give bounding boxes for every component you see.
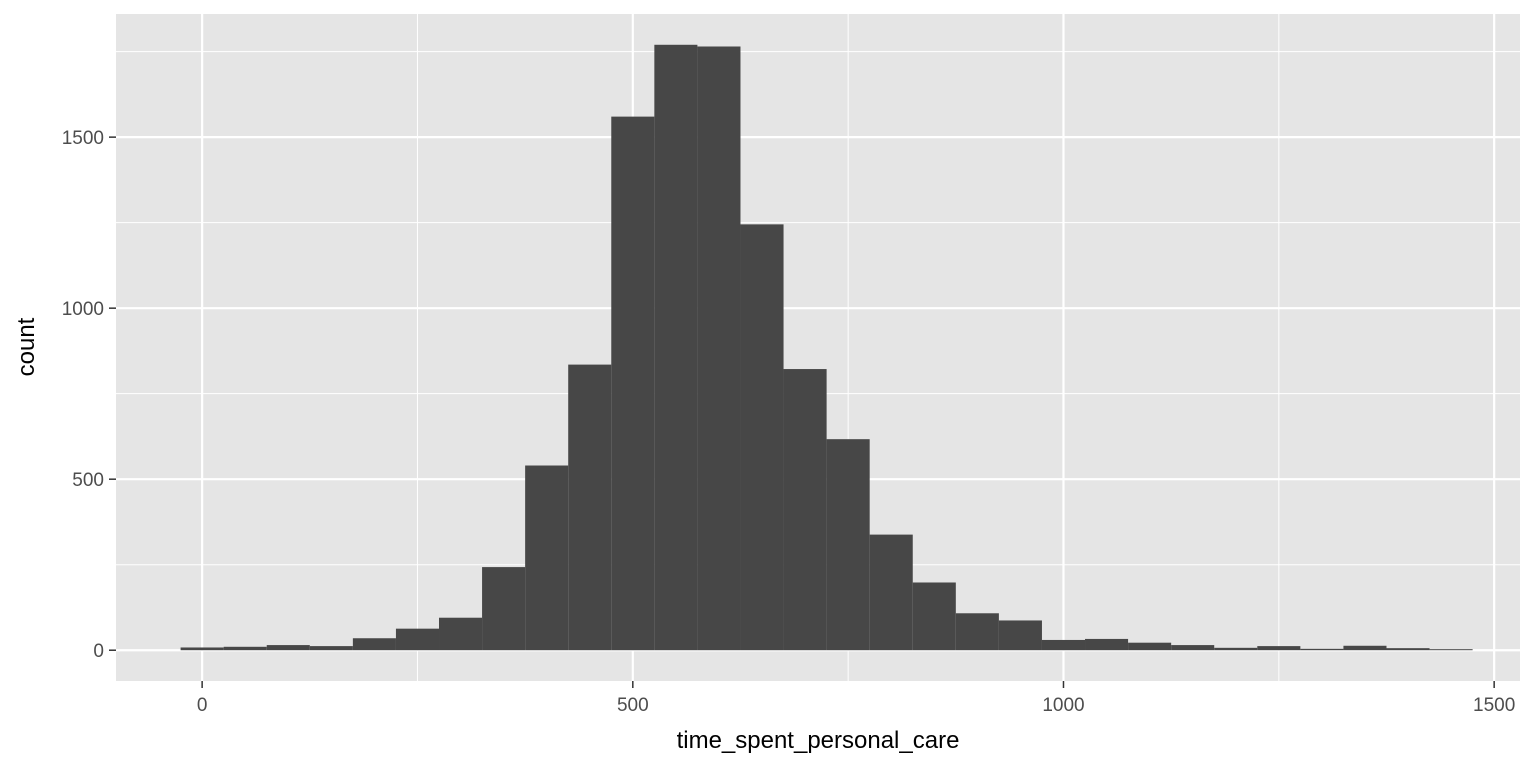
- histogram-bar: [611, 116, 655, 651]
- histogram-bar: [1300, 648, 1344, 651]
- histogram-bar: [783, 369, 827, 651]
- histogram-bar: [180, 647, 224, 651]
- y-tick-label: 500: [72, 470, 104, 491]
- x-tick-label: 1500: [1473, 695, 1515, 716]
- y-tick-label: 0: [93, 641, 104, 662]
- histogram-bar: [912, 582, 956, 651]
- histogram-bar: [266, 645, 310, 651]
- histogram-bar: [223, 646, 267, 651]
- histogram-bars: [180, 44, 1473, 651]
- histogram-bar: [654, 44, 698, 651]
- x-tick-label: 0: [197, 695, 208, 716]
- histogram-bar: [869, 534, 913, 651]
- x-tick-label: 1000: [1042, 695, 1084, 716]
- histogram-bar: [482, 567, 526, 651]
- histogram-bar: [309, 646, 353, 651]
- histogram-bar: [1085, 638, 1129, 651]
- histogram-bar: [568, 364, 612, 651]
- x-tick-label: 500: [617, 695, 649, 716]
- y-axis: 0 500 1000 1500: [62, 128, 116, 662]
- histogram-bar: [1429, 649, 1473, 651]
- histogram-bar: [740, 224, 784, 651]
- histogram-bar: [1257, 646, 1301, 651]
- histogram-bar: [525, 465, 569, 651]
- y-axis-title: count: [13, 317, 40, 376]
- histogram-bar: [1128, 642, 1172, 651]
- histogram-bar: [826, 439, 870, 651]
- histogram-bar: [1343, 645, 1387, 651]
- histogram-bar: [998, 620, 1042, 651]
- histogram-bar: [955, 613, 999, 651]
- histogram-bar: [1386, 648, 1430, 651]
- histogram-bar: [395, 628, 440, 651]
- histogram-bar: [1214, 647, 1258, 651]
- histogram-bar: [697, 46, 741, 651]
- histogram-bar: [1171, 645, 1215, 651]
- x-axis-title: time_spent_personal_care: [677, 727, 960, 754]
- y-tick-label: 1000: [62, 299, 104, 320]
- y-tick-label: 1500: [62, 128, 104, 149]
- histogram-bar: [439, 617, 483, 651]
- histogram-bar: [1041, 639, 1086, 651]
- x-axis: 0 500 1000 1500: [197, 681, 1515, 716]
- histogram-bar: [352, 638, 396, 651]
